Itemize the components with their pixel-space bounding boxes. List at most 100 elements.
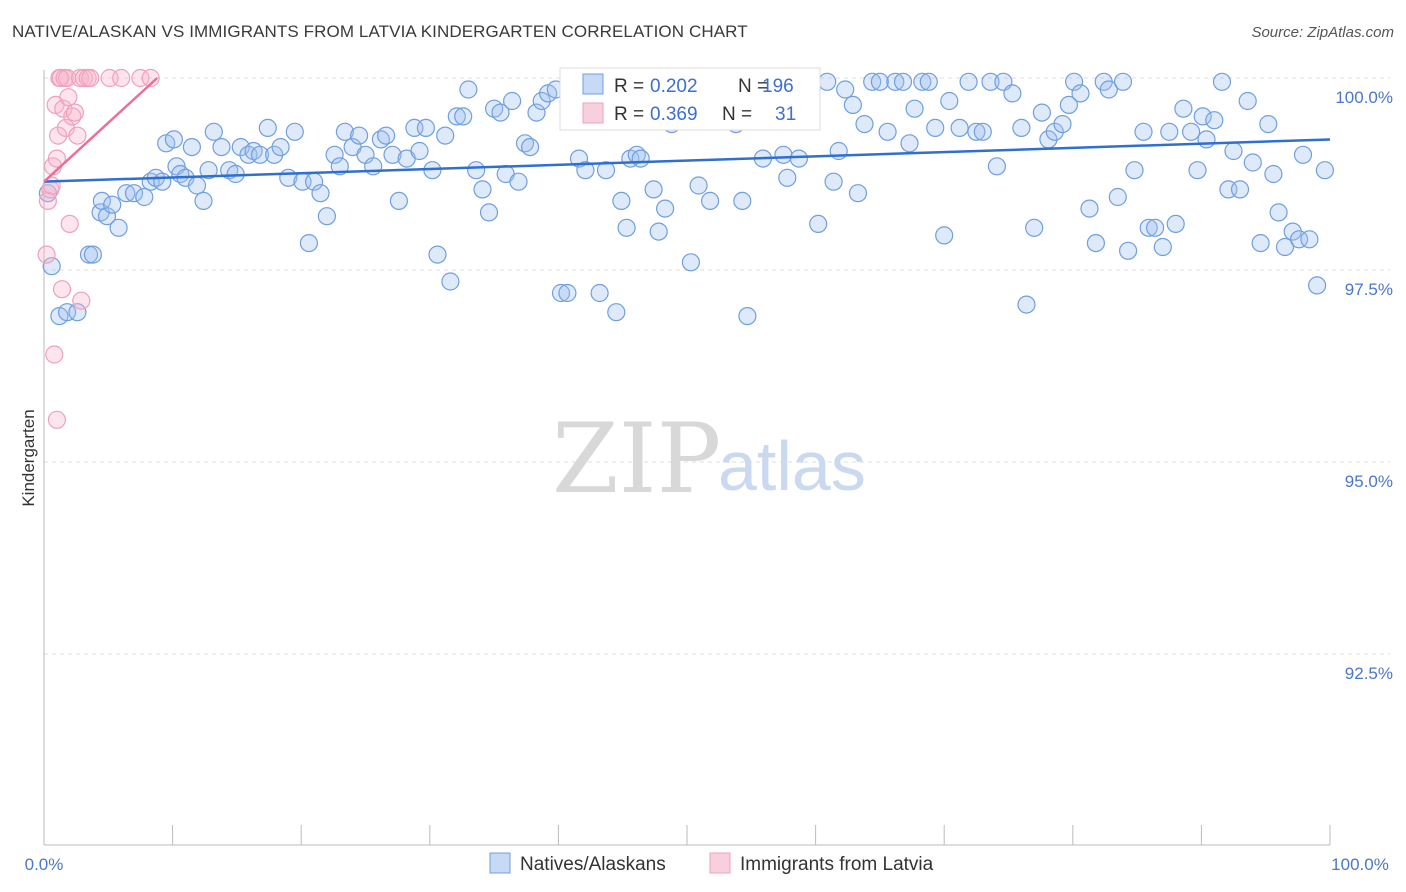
natives-point-160 bbox=[1071, 84, 1090, 103]
natives-point-81 bbox=[551, 283, 571, 303]
natives-point-178 bbox=[1193, 107, 1212, 126]
natives-point-37 bbox=[271, 138, 290, 157]
latvia-point-27 bbox=[131, 68, 150, 88]
natives-point-197 bbox=[1315, 161, 1335, 180]
natives-point-65 bbox=[454, 107, 473, 126]
natives-point-1 bbox=[42, 257, 61, 276]
natives-point-141 bbox=[935, 226, 954, 245]
natives-point-41 bbox=[299, 234, 318, 253]
natives-point-133 bbox=[878, 122, 897, 141]
x-tick-label-0: 0.0% bbox=[25, 855, 64, 874]
natives-point-58 bbox=[410, 141, 429, 161]
natives-point-139 bbox=[919, 72, 938, 91]
natives-point-147 bbox=[981, 72, 1000, 91]
natives-trend-line bbox=[43, 138, 1331, 183]
natives-point-49 bbox=[350, 126, 369, 145]
natives-point-152 bbox=[1017, 295, 1036, 314]
natives-point-97 bbox=[644, 180, 663, 199]
watermark-atlas: atlas bbox=[718, 427, 866, 505]
natives-point-188 bbox=[1259, 114, 1278, 134]
natives-point-165 bbox=[1108, 187, 1127, 207]
natives-point-185 bbox=[1238, 91, 1257, 111]
natives-point-59 bbox=[416, 118, 435, 138]
natives-point-123 bbox=[809, 214, 828, 233]
natives-point-179 bbox=[1197, 130, 1216, 149]
natives-point-190 bbox=[1269, 203, 1288, 222]
natives-point-144 bbox=[959, 72, 978, 91]
natives-point-191 bbox=[1275, 237, 1295, 257]
natives-point-77 bbox=[527, 103, 546, 122]
natives-point-73 bbox=[502, 91, 522, 111]
legend-label-natives: Natives/Alaskans bbox=[520, 854, 666, 875]
natives-point-142 bbox=[940, 91, 959, 111]
natives-point-66 bbox=[459, 80, 478, 99]
natives-point-183 bbox=[1224, 141, 1243, 161]
stats-swatch-blue bbox=[582, 73, 604, 95]
natives-point-111 bbox=[733, 191, 752, 210]
natives-point-63 bbox=[441, 272, 460, 291]
natives-point-146 bbox=[973, 122, 992, 141]
natives-point-127 bbox=[836, 80, 855, 99]
natives-point-106 bbox=[700, 191, 720, 210]
natives-point-104 bbox=[689, 176, 708, 195]
natives-point-181 bbox=[1212, 72, 1232, 91]
latvia-point-28 bbox=[141, 68, 160, 88]
trend-lines bbox=[43, 77, 1331, 183]
natives-point-39 bbox=[285, 122, 304, 141]
latvia-point-6 bbox=[47, 149, 67, 168]
natives-point-11 bbox=[109, 218, 128, 237]
natives-point-64 bbox=[447, 107, 466, 126]
natives-point-74 bbox=[509, 172, 528, 191]
latvia-point-9 bbox=[51, 68, 70, 88]
latvia-point-10 bbox=[52, 280, 72, 299]
stats-box: R = 0.202 N = 196 R = 0.369 N = 31 bbox=[559, 67, 821, 131]
y-axis-label: Kindergarten bbox=[19, 409, 38, 506]
natives-point-120 bbox=[789, 149, 809, 168]
natives-point-103 bbox=[681, 253, 701, 272]
natives-point-145 bbox=[967, 122, 986, 141]
natives-point-135 bbox=[893, 72, 913, 91]
natives-point-194 bbox=[1293, 145, 1313, 164]
natives-point-173 bbox=[1160, 122, 1179, 141]
natives-point-150 bbox=[1003, 84, 1022, 103]
latvia-point-22 bbox=[74, 68, 94, 88]
natives-point-172 bbox=[1153, 237, 1172, 257]
natives-point-12 bbox=[117, 184, 136, 203]
natives-point-175 bbox=[1174, 99, 1193, 118]
natives-point-112 bbox=[738, 307, 757, 326]
legend: Natives/Alaskans Immigrants from Latvia bbox=[489, 852, 934, 875]
latvia-point-26 bbox=[112, 68, 131, 88]
x-ticks bbox=[43, 825, 1331, 845]
natives-point-130 bbox=[855, 114, 874, 134]
natives-point-9 bbox=[97, 207, 117, 226]
natives-point-153 bbox=[1025, 218, 1044, 237]
natives-point-6 bbox=[83, 245, 103, 264]
natives-point-92 bbox=[617, 218, 636, 237]
stats-r-value-1: 0.369 bbox=[650, 104, 698, 125]
natives-point-162 bbox=[1086, 234, 1106, 253]
natives-point-76 bbox=[520, 138, 540, 157]
natives-point-47 bbox=[335, 122, 354, 141]
natives-point-161 bbox=[1080, 199, 1099, 218]
stats-n-value-1: 31 bbox=[775, 104, 796, 125]
latvia-point-0 bbox=[37, 245, 56, 264]
natives-point-44 bbox=[317, 207, 336, 226]
natives-point-159 bbox=[1064, 72, 1084, 91]
natives-point-78 bbox=[532, 91, 551, 111]
natives-point-55 bbox=[389, 191, 408, 210]
natives-point-82 bbox=[558, 283, 577, 303]
natives-point-157 bbox=[1053, 114, 1072, 134]
natives-point-90 bbox=[607, 303, 626, 322]
natives-point-169 bbox=[1134, 122, 1153, 141]
natives-point-69 bbox=[479, 203, 499, 222]
natives-point-13 bbox=[124, 184, 144, 203]
natives-point-128 bbox=[843, 95, 863, 115]
natives-point-124 bbox=[818, 72, 837, 91]
natives-point-98 bbox=[649, 222, 668, 241]
natives-point-4 bbox=[68, 303, 87, 322]
y-tick-label-2: 95.0% bbox=[1345, 472, 1393, 491]
natives-point-34 bbox=[250, 145, 270, 164]
watermark-zip: ZIP bbox=[552, 403, 721, 515]
natives-point-118 bbox=[778, 168, 797, 187]
natives-point-71 bbox=[491, 103, 510, 122]
